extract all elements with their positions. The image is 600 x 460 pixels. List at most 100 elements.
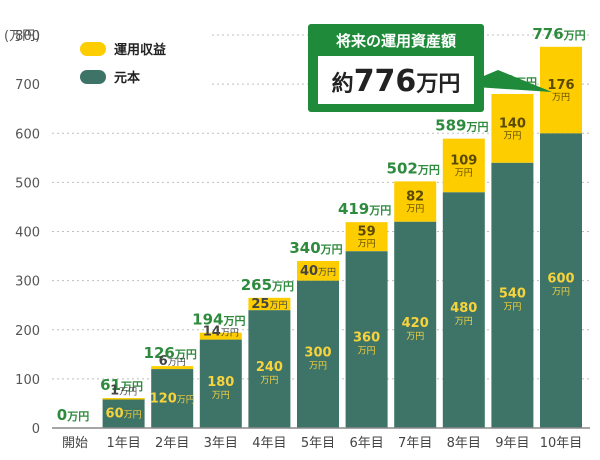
- principal-unit-label: 万円: [552, 287, 570, 298]
- bar-principal: [248, 310, 291, 428]
- principal-label: 120万円: [150, 392, 195, 407]
- callout: 将来の運用資産額 約776万円: [308, 24, 552, 112]
- total-unit: 万円: [120, 380, 143, 393]
- x-tick-label: 4年目: [252, 436, 286, 451]
- principal-value-label: 480: [450, 301, 477, 316]
- total-label: 589万円: [435, 117, 488, 135]
- y-tick-label: 700: [15, 78, 40, 93]
- total-label: 0万円: [57, 406, 89, 424]
- x-tick-label: 1年目: [106, 436, 140, 451]
- principal-value-label: 360: [353, 331, 380, 346]
- total-unit: 万円: [222, 315, 245, 328]
- total-unit: 万円: [563, 29, 586, 42]
- principal-unit-label: 万円: [260, 375, 278, 386]
- bar-profit: [297, 260, 339, 281]
- total-unit: 万円: [271, 280, 294, 293]
- total-label: 265万円: [241, 276, 294, 294]
- total-label: 126万円: [144, 344, 197, 362]
- total-unit: 万円: [417, 163, 440, 176]
- total-label: 340万円: [289, 239, 342, 257]
- x-tick-label: 5年目: [301, 436, 335, 451]
- x-tick-label: 3年目: [204, 436, 238, 451]
- principal-unit-label: 万円: [406, 331, 424, 342]
- profit-label: 25万円: [251, 297, 287, 312]
- x-tick-label: 6年目: [349, 436, 383, 451]
- total-value: 419: [338, 200, 369, 218]
- legend-swatch-profit: [80, 42, 106, 56]
- principal-value-label: 240: [256, 360, 283, 375]
- profit-value-label: 109: [450, 153, 477, 168]
- y-tick-label: 600: [15, 127, 40, 142]
- bar-profit: [102, 398, 145, 400]
- x-tick-label: 9年目: [495, 436, 529, 451]
- total-value: 194: [192, 311, 223, 329]
- total-value: 502: [387, 159, 418, 177]
- x-tick-label: 8年目: [447, 436, 481, 451]
- bar-profit: [345, 222, 388, 252]
- bar-principal: [540, 133, 582, 428]
- callout-prefix: 約: [332, 71, 354, 97]
- y-tick-label: 100: [15, 373, 40, 388]
- y-tick-label: 400: [15, 226, 40, 241]
- bar-principal: [442, 192, 485, 428]
- bar-principal: [345, 251, 388, 428]
- total-label: 61万円: [100, 376, 143, 394]
- bar-profit: [151, 366, 194, 370]
- total-label: 419万円: [338, 200, 391, 218]
- bar-principal: [394, 221, 437, 428]
- total-value: 265: [241, 276, 272, 294]
- principal-unit-label: 万円: [309, 360, 327, 371]
- legend-label-principal: 元本: [114, 70, 140, 86]
- profit-label: 1万円: [110, 384, 137, 399]
- profit-value-label: 59: [358, 225, 376, 240]
- profit-unit-label: 万円: [406, 204, 424, 215]
- bar-principal: [297, 280, 339, 428]
- callout-value-line: 約776万円: [332, 64, 461, 99]
- callout-inner: [318, 56, 474, 104]
- total-unit: 万円: [368, 204, 391, 217]
- profit-value-label: 82: [406, 190, 424, 205]
- profit-label: 40万円: [300, 264, 336, 279]
- total-unit: 万円: [66, 410, 89, 423]
- total-value: 589: [435, 117, 466, 135]
- principal-unit-label: 万円: [358, 346, 376, 357]
- principal-value-label: 420: [402, 316, 429, 331]
- bar-principal: [151, 369, 194, 428]
- profit-unit-label: 万円: [455, 167, 473, 178]
- profit-label: 6万円: [159, 354, 186, 369]
- profit-value-label: 176: [547, 78, 574, 93]
- principal-unit-label: 万円: [455, 316, 473, 327]
- total-value: 61: [100, 376, 121, 394]
- y-tick-label: 200: [15, 324, 40, 339]
- bar-principal: [199, 339, 242, 428]
- profit-label: 14万円: [203, 325, 239, 340]
- legend-swatch-principal: [80, 70, 106, 84]
- bar-profit: [248, 297, 291, 311]
- profit-unit-label: 万円: [503, 130, 521, 141]
- profit-unit-label: 万円: [358, 239, 376, 250]
- principal-value-label: 540: [499, 286, 526, 301]
- total-label: 502万円: [387, 159, 440, 177]
- principal-label: 60万円: [106, 406, 142, 421]
- bar-principal: [491, 162, 534, 428]
- callout-header: 将来の運用資産額: [336, 32, 456, 50]
- total-unit: 万円: [174, 348, 197, 361]
- principal-value-label: 180: [207, 375, 234, 390]
- principal-value-label: 300: [304, 345, 331, 360]
- bar-profit: [442, 138, 485, 193]
- y-axis-label: (万円): [4, 29, 40, 44]
- bar-profit: [394, 181, 437, 222]
- total-value: 0: [57, 406, 67, 424]
- total-unit: 万円: [320, 243, 343, 256]
- profit-unit-label: 万円: [552, 92, 570, 103]
- total-value: 776: [532, 25, 563, 43]
- callout-value: 776: [354, 64, 417, 99]
- y-tick-label: 300: [15, 275, 40, 290]
- principal-unit-label: 万円: [503, 301, 521, 312]
- principal-unit-label: 万円: [212, 390, 230, 401]
- total-unit: 万円: [465, 121, 488, 134]
- x-tick-label: 開始: [62, 436, 88, 451]
- y-tick-label: 0: [32, 422, 40, 437]
- total-value: 126: [144, 344, 175, 362]
